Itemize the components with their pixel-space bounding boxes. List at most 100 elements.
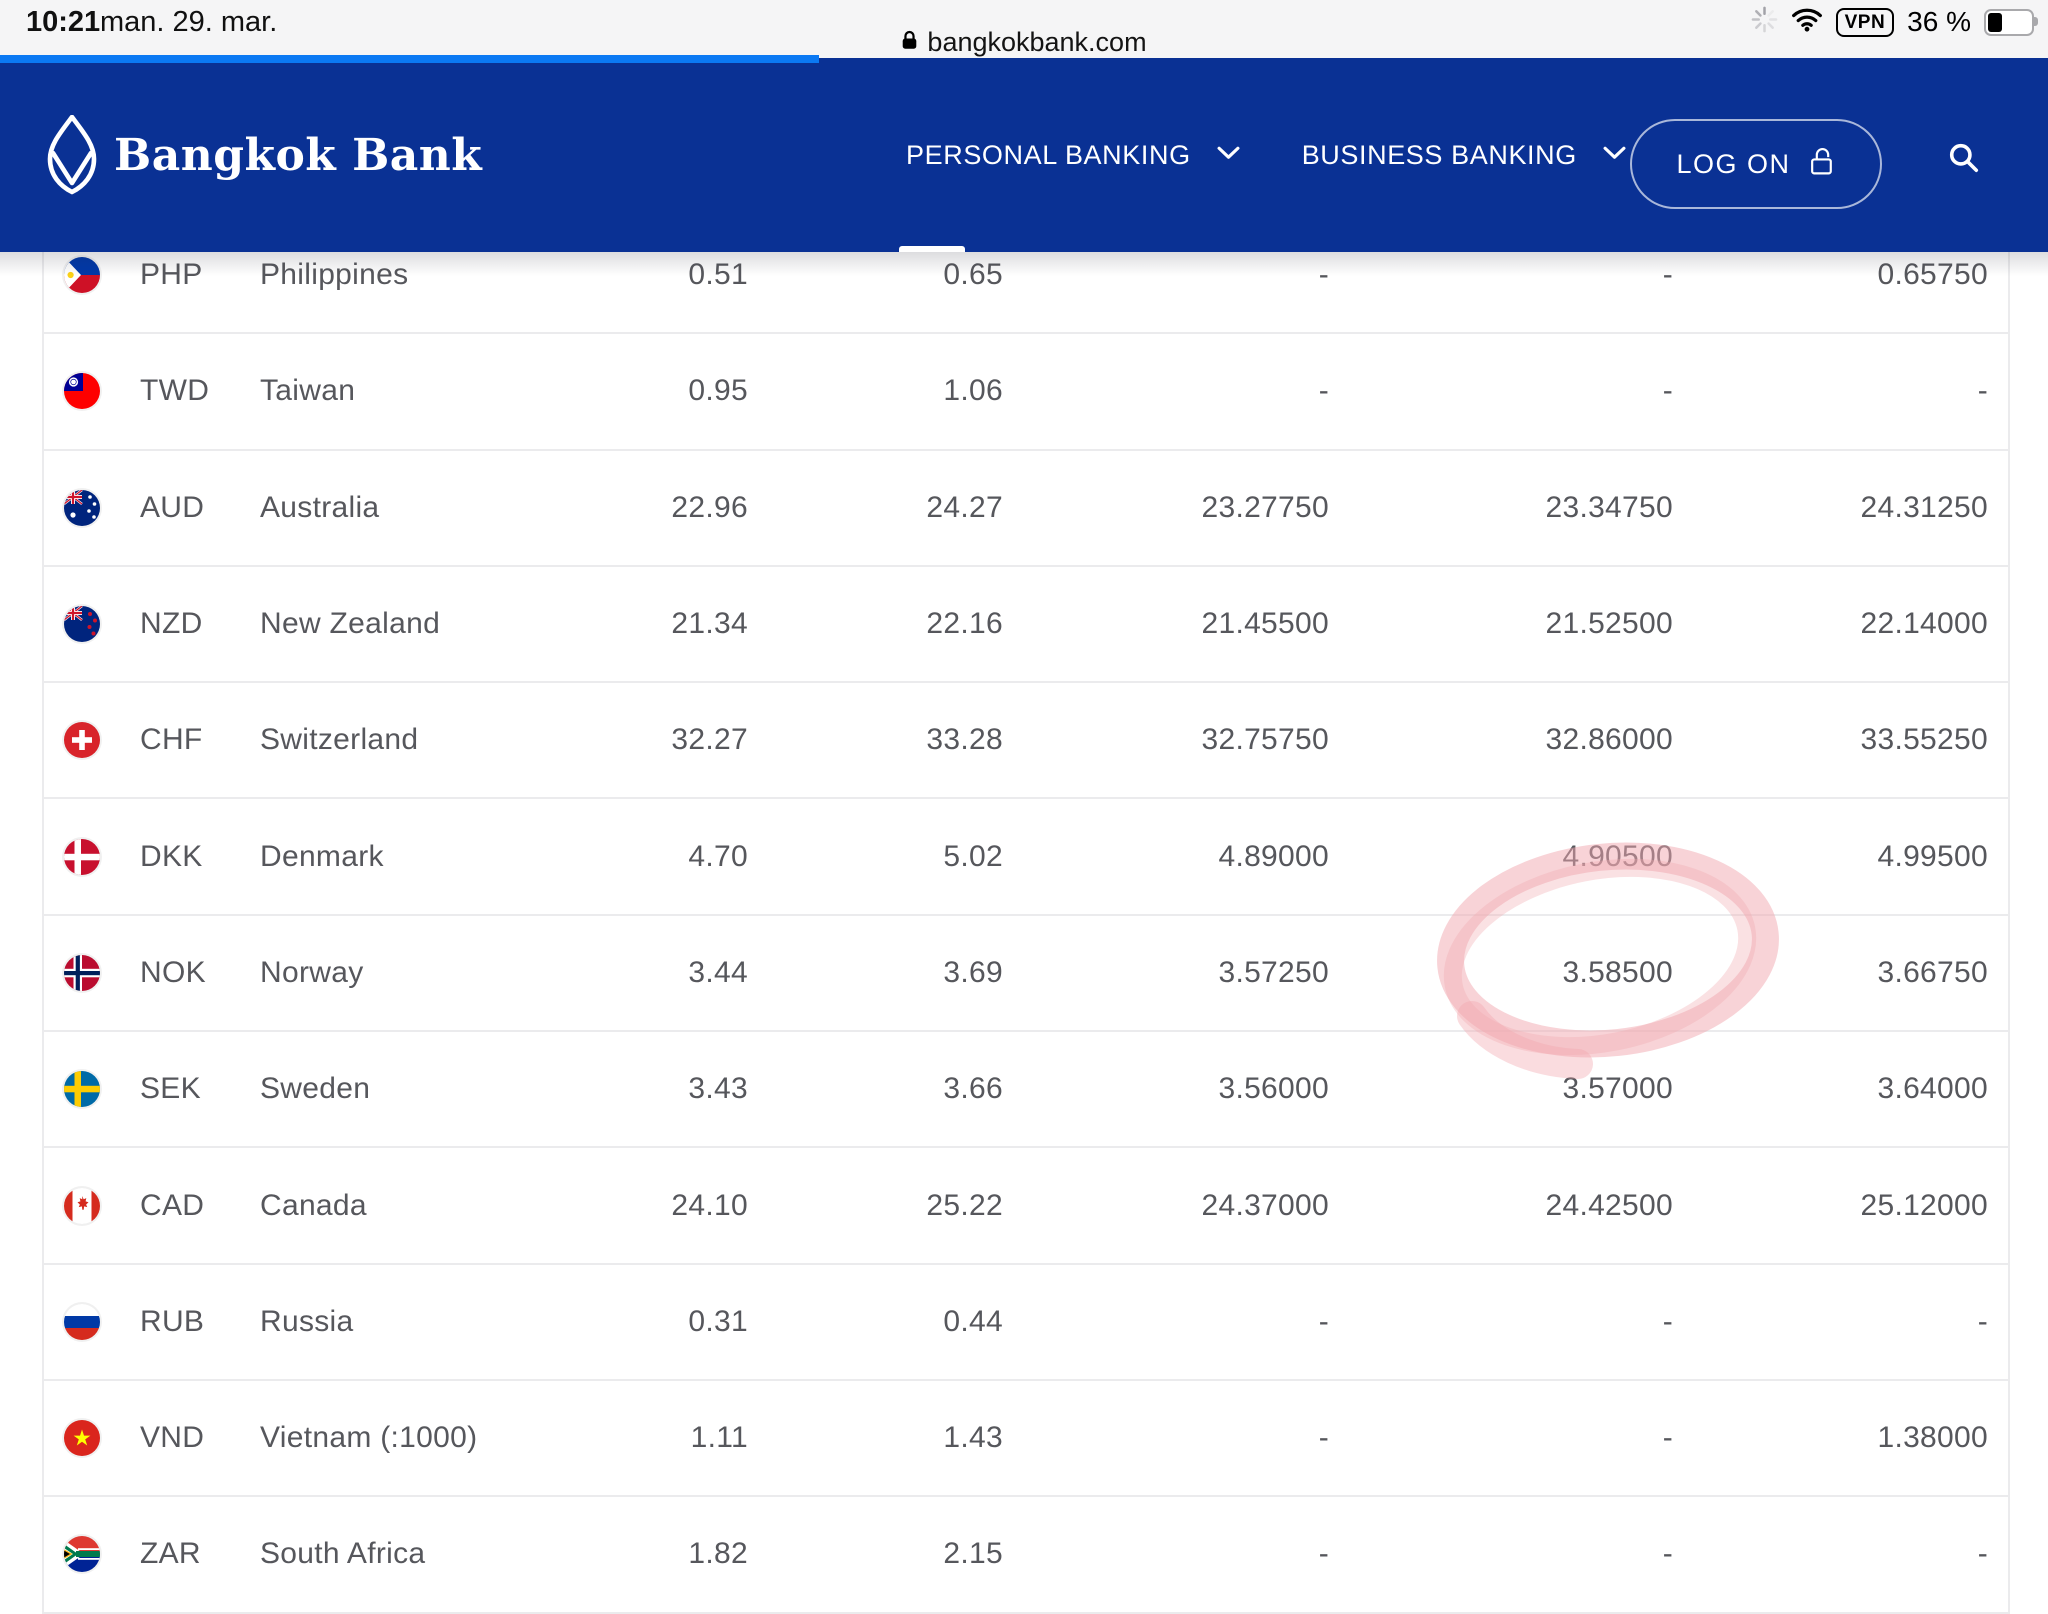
table-row-rub: RUB Russia 0.31 0.44 - - - <box>44 1265 2008 1381</box>
flag-icon-no <box>64 954 100 991</box>
url-text: bangkokbank.com <box>927 26 1147 57</box>
rate-value: 33.55250 <box>1860 723 1988 757</box>
flag-icon-za <box>64 1536 100 1573</box>
currency-code: DKK <box>140 839 203 873</box>
country-name: Norway <box>260 955 364 989</box>
bangkok-bank-logo-icon[interactable] <box>44 114 100 200</box>
country-name: Taiwan <box>260 374 356 408</box>
flag-icon-tw <box>64 373 100 410</box>
safari-chrome: 10:21 man. 29. mar. bangkokbank.com <box>0 0 2048 58</box>
rate-value: 21.45500 <box>1201 607 1329 641</box>
battery-percent: 36 % <box>1907 6 1971 37</box>
table-row-zar: ZAR South Africa 1.82 2.15 - - - <box>44 1497 2008 1614</box>
rate-value: 0.65 <box>943 258 1003 292</box>
rate-value: 2.15 <box>943 1537 1003 1571</box>
page-load-progress-bar <box>0 55 819 63</box>
log-on-button[interactable]: LOG ON <box>1630 119 1882 209</box>
rate-value: 4.99500 <box>1877 839 1988 873</box>
rate-value: - <box>1662 1304 1673 1338</box>
flag-icon-dk <box>64 838 100 875</box>
site-header: Bangkok Bank PERSONAL BANKING BUSINESS B… <box>0 58 2048 252</box>
nav-business-banking[interactable]: BUSINESS BANKING <box>1302 140 1626 171</box>
currency-code: TWD <box>140 374 210 408</box>
rate-value: 1.82 <box>688 1537 748 1571</box>
rate-value: - <box>1318 374 1329 408</box>
battery-icon <box>1984 8 2038 36</box>
address-bar[interactable]: bangkokbank.com <box>0 26 2048 58</box>
rate-value: 3.57250 <box>1218 955 1329 989</box>
rate-value: 21.52500 <box>1545 607 1673 641</box>
rate-value: - <box>1318 1421 1329 1455</box>
search-button[interactable] <box>1925 121 2003 199</box>
rates-table: PHP Philippines 0.51 0.65 - - 0.65750 TWD Taiwan… <box>42 218 2010 1614</box>
flag-icon-ca <box>64 1187 100 1224</box>
chevron-down-icon <box>1217 146 1240 165</box>
currency-code: NOK <box>140 955 206 989</box>
currency-code: NZD <box>140 607 203 641</box>
currency-code: ZAR <box>140 1537 201 1571</box>
table-row-chf: CHF Switzerland 32.27 33.28 32.75750 32.86000… <box>44 683 2008 800</box>
rate-value: 3.44 <box>688 955 748 989</box>
chevron-down-icon <box>1603 146 1626 165</box>
currency-code: RUB <box>140 1304 205 1338</box>
rate-value: - <box>1662 1421 1673 1455</box>
currency-code: SEK <box>140 1072 201 1106</box>
flag-icon-ch <box>64 722 100 759</box>
rate-value: - <box>1318 1537 1329 1571</box>
rate-value: 21.34 <box>671 607 748 641</box>
rate-value: 24.42500 <box>1545 1188 1673 1222</box>
rate-value: 23.34750 <box>1545 490 1673 524</box>
table-row-aud: AUD Australia 22.96 24.27 23.27750 23.34750 24… <box>44 451 2008 567</box>
rate-value: 3.66 <box>943 1072 1003 1106</box>
rate-value: - <box>1318 258 1329 292</box>
flag-icon-au <box>64 489 100 526</box>
network-activity-spinner-icon <box>1751 6 1778 38</box>
table-row-dkk: DKK Denmark 4.70 5.02 4.89000 4.90500 4.99500 <box>44 799 2008 916</box>
country-name: Canada <box>260 1188 367 1222</box>
currency-code: CHF <box>140 723 203 757</box>
table-row-vnd: VND Vietnam (:1000) 1.11 1.43 - - 1.38000 <box>44 1381 2008 1498</box>
flag-icon-se <box>64 1071 100 1108</box>
rate-value: 0.65750 <box>1877 258 1988 292</box>
country-name: New Zealand <box>260 607 441 641</box>
search-icon <box>1946 140 1982 181</box>
table-row-cad: CAD Canada 24.10 25.22 24.37000 24.42500 25.12… <box>44 1148 2008 1265</box>
rate-value: 5.02 <box>943 839 1003 873</box>
brand-wordmark[interactable]: Bangkok Bank <box>114 130 483 181</box>
rate-value: 24.27 <box>926 490 1003 524</box>
country-name: Russia <box>260 1304 354 1338</box>
status-time: 10:21 <box>26 6 101 38</box>
rate-value: - <box>1662 374 1673 408</box>
rate-value: - <box>1318 1304 1329 1338</box>
rate-value: 32.86000 <box>1545 723 1673 757</box>
rate-value: 0.31 <box>688 1304 748 1338</box>
rate-value: 25.12000 <box>1860 1188 1988 1222</box>
battery-fill <box>1988 12 2002 32</box>
rate-value: - <box>1977 1304 1988 1338</box>
rate-value: - <box>1977 1537 1988 1571</box>
country-name: South Africa <box>260 1537 426 1571</box>
rate-value: 0.95 <box>688 374 748 408</box>
flag-icon-nz <box>64 606 100 643</box>
rate-value: 1.38000 <box>1877 1421 1988 1455</box>
country-name: Sweden <box>260 1072 371 1106</box>
rate-value: 24.10 <box>671 1188 748 1222</box>
flag-icon-vn <box>64 1420 100 1457</box>
country-name: Philippines <box>260 258 409 292</box>
rate-value: 32.75750 <box>1201 723 1329 757</box>
rate-value: 3.69 <box>943 955 1003 989</box>
rate-value: 0.44 <box>943 1304 1003 1338</box>
flag-icon-ru <box>64 1303 100 1340</box>
wifi-icon <box>1791 7 1823 37</box>
currency-code: AUD <box>140 490 205 524</box>
rate-value: 3.64000 <box>1877 1072 1988 1106</box>
rate-value: 1.11 <box>690 1421 748 1455</box>
table-row-nok: NOK Norway 3.44 3.69 3.57250 3.58500 3.66750 <box>44 916 2008 1033</box>
rate-value: 32.27 <box>671 723 748 757</box>
country-name: Australia <box>260 490 380 524</box>
country-name: Denmark <box>260 839 384 873</box>
rate-value: 4.70 <box>688 839 748 873</box>
nav-personal-banking[interactable]: PERSONAL BANKING <box>906 140 1240 171</box>
rate-value: 4.90500 <box>1562 839 1673 873</box>
table-row-nzd: NZD New Zealand 21.34 22.16 21.45500 21.52500… <box>44 567 2008 684</box>
